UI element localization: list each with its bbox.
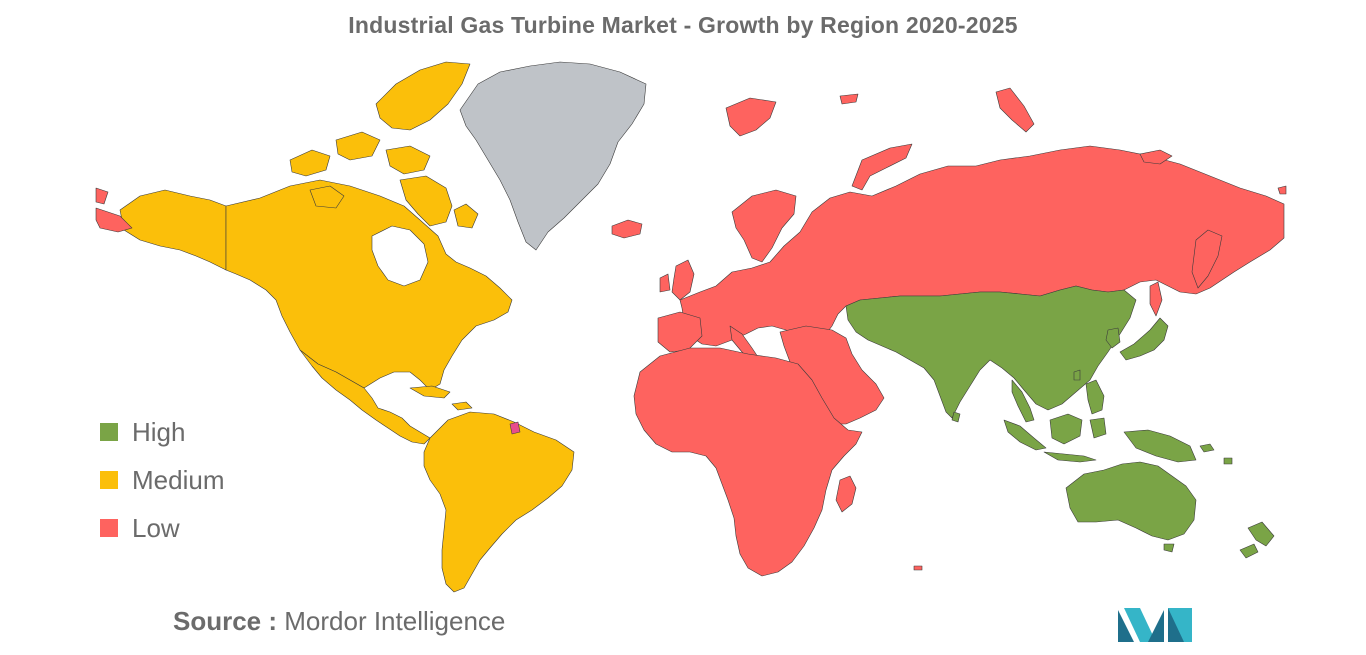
map-legend: High Medium Low xyxy=(100,408,224,552)
legend-item-low: Low xyxy=(100,504,224,552)
legend-item-medium: Medium xyxy=(100,456,224,504)
legend-swatch-medium xyxy=(100,471,118,489)
legend-item-high: High xyxy=(100,408,224,456)
legend-label-low: Low xyxy=(132,512,180,543)
region-asia-pacific xyxy=(845,285,1275,559)
region-south-america xyxy=(423,411,575,593)
legend-label-medium: Medium xyxy=(132,464,225,495)
logo-icon xyxy=(1118,608,1192,642)
chart-title: Industrial Gas Turbine Market - Growth b… xyxy=(348,12,1018,38)
legend-label-high: High xyxy=(132,416,186,447)
region-greenland xyxy=(459,61,647,251)
legend-swatch-high xyxy=(100,423,118,441)
legend-swatch-low xyxy=(100,519,118,537)
source-credit: Source : Mordor Intelligence xyxy=(173,606,505,637)
source-text: Mordor Intelligence xyxy=(277,606,506,636)
mordor-intelligence-logo xyxy=(1118,606,1192,642)
french-guiana-marker xyxy=(509,421,521,435)
source-label: Source : xyxy=(173,606,278,636)
region-low xyxy=(95,87,1287,577)
region-north-america xyxy=(119,61,513,445)
